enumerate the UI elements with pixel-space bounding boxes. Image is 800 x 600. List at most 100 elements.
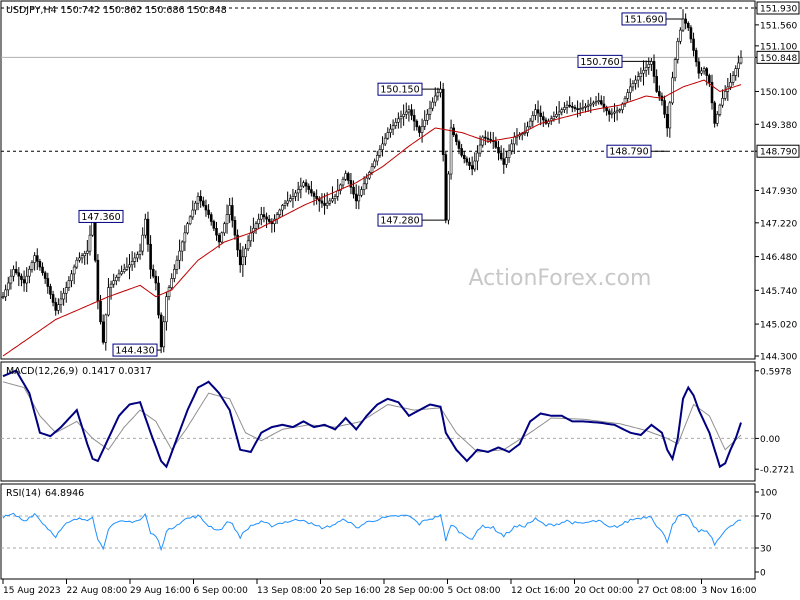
candle-body	[389, 128, 392, 133]
macd-panel[interactable]	[0, 361, 756, 482]
candle-body	[62, 292, 65, 300]
candle-body	[721, 98, 724, 106]
candle-body	[457, 141, 461, 149]
candle-body	[441, 88, 445, 155]
candle-body	[513, 136, 516, 145]
candle-body	[552, 116, 556, 120]
candle-body	[59, 298, 63, 305]
annotation-label: 150.760	[580, 57, 619, 68]
candle-body	[9, 275, 13, 284]
macd-axis-label: 0.5978	[760, 367, 792, 377]
candle-body	[178, 250, 181, 261]
candle-body	[88, 234, 92, 252]
candle-body	[697, 61, 701, 74]
candle-body	[202, 200, 205, 206]
candle-body	[615, 110, 619, 113]
candle-body	[352, 186, 355, 195]
candle-body	[159, 314, 163, 348]
candle-body	[676, 40, 680, 60]
annotation-label: 147.360	[81, 212, 120, 223]
candle-body	[357, 194, 361, 202]
time-axis-label: 6 Sep 00:00	[194, 586, 249, 596]
candle-body	[328, 200, 332, 204]
candle-body	[265, 216, 268, 220]
candle-body	[560, 109, 564, 113]
candle-body	[626, 92, 629, 99]
candle-body	[502, 158, 506, 165]
candle-body	[694, 50, 698, 63]
candle-body	[594, 101, 598, 104]
moving-average-line	[2, 79, 742, 357]
candle-body	[415, 120, 419, 128]
rsi-panel[interactable]	[0, 483, 756, 580]
candle-body	[259, 214, 263, 220]
candle-body	[257, 218, 260, 225]
candle-body	[46, 278, 50, 287]
time-axis-label: 13 Sep 08:00	[257, 586, 317, 596]
candle-body	[278, 209, 282, 215]
candle-body	[705, 68, 709, 76]
candle-body	[470, 165, 474, 170]
time-axis-label: 27 Oct 08:00	[638, 586, 697, 596]
price-axis-label: 146.480	[760, 253, 797, 263]
time-axis-label: 20 Sep 16:00	[321, 586, 381, 596]
price-panel[interactable]	[0, 0, 756, 360]
candle-body	[291, 196, 295, 199]
candle-body	[523, 132, 527, 134]
candle-body	[365, 177, 369, 185]
candle-body	[144, 218, 147, 236]
candle-body	[72, 266, 76, 275]
candle-body	[402, 113, 405, 117]
candle-body	[49, 286, 52, 295]
rsi-title: RSI(14) 64.8946	[6, 488, 84, 499]
rsi-series-group: 100 70 30 0	[1, 489, 777, 579]
candle-body	[220, 232, 224, 243]
candle-body	[80, 255, 84, 259]
candle-body	[607, 110, 611, 115]
candle-body	[418, 126, 421, 133]
candle-body	[51, 294, 55, 303]
candle-body	[186, 223, 189, 234]
candle-body	[486, 137, 490, 140]
candle-body	[199, 196, 202, 202]
candle-body	[397, 118, 400, 123]
annotation-label: 148.790	[609, 147, 648, 158]
candle-body	[35, 255, 39, 262]
candle-body	[729, 82, 732, 88]
candle-body	[325, 202, 329, 206]
candle-body	[394, 121, 398, 126]
candle-body	[244, 248, 247, 258]
candle-body	[296, 189, 300, 194]
candle-body	[510, 143, 513, 152]
candle-body	[115, 277, 118, 282]
candle-body	[436, 92, 440, 97]
rsi-axis-label: 100	[760, 489, 777, 499]
candle-body	[167, 287, 171, 298]
candle-body	[420, 126, 424, 133]
candle-body	[1, 296, 5, 299]
candle-body	[657, 91, 661, 97]
candle-body	[30, 262, 34, 270]
candle-body	[33, 255, 36, 263]
candle-body	[128, 264, 131, 268]
candle-body	[686, 22, 690, 28]
candle-body	[584, 105, 587, 108]
candle-body	[17, 272, 21, 277]
candle-body	[375, 155, 379, 162]
candle-body	[233, 220, 237, 236]
candle-body	[22, 279, 26, 284]
candle-body	[481, 136, 485, 146]
candle-body	[665, 113, 669, 129]
candle-body	[188, 216, 192, 225]
candle-body	[528, 120, 532, 128]
candle-body	[610, 112, 614, 115]
candle-body	[681, 18, 685, 31]
candle-body	[381, 143, 384, 150]
candle-body	[370, 166, 374, 173]
candle-body	[494, 141, 498, 148]
candle-body	[715, 113, 719, 124]
macd-signal-line	[2, 381, 742, 453]
candle-body	[341, 178, 345, 186]
candle-body	[120, 271, 123, 275]
candle-body	[586, 104, 590, 107]
